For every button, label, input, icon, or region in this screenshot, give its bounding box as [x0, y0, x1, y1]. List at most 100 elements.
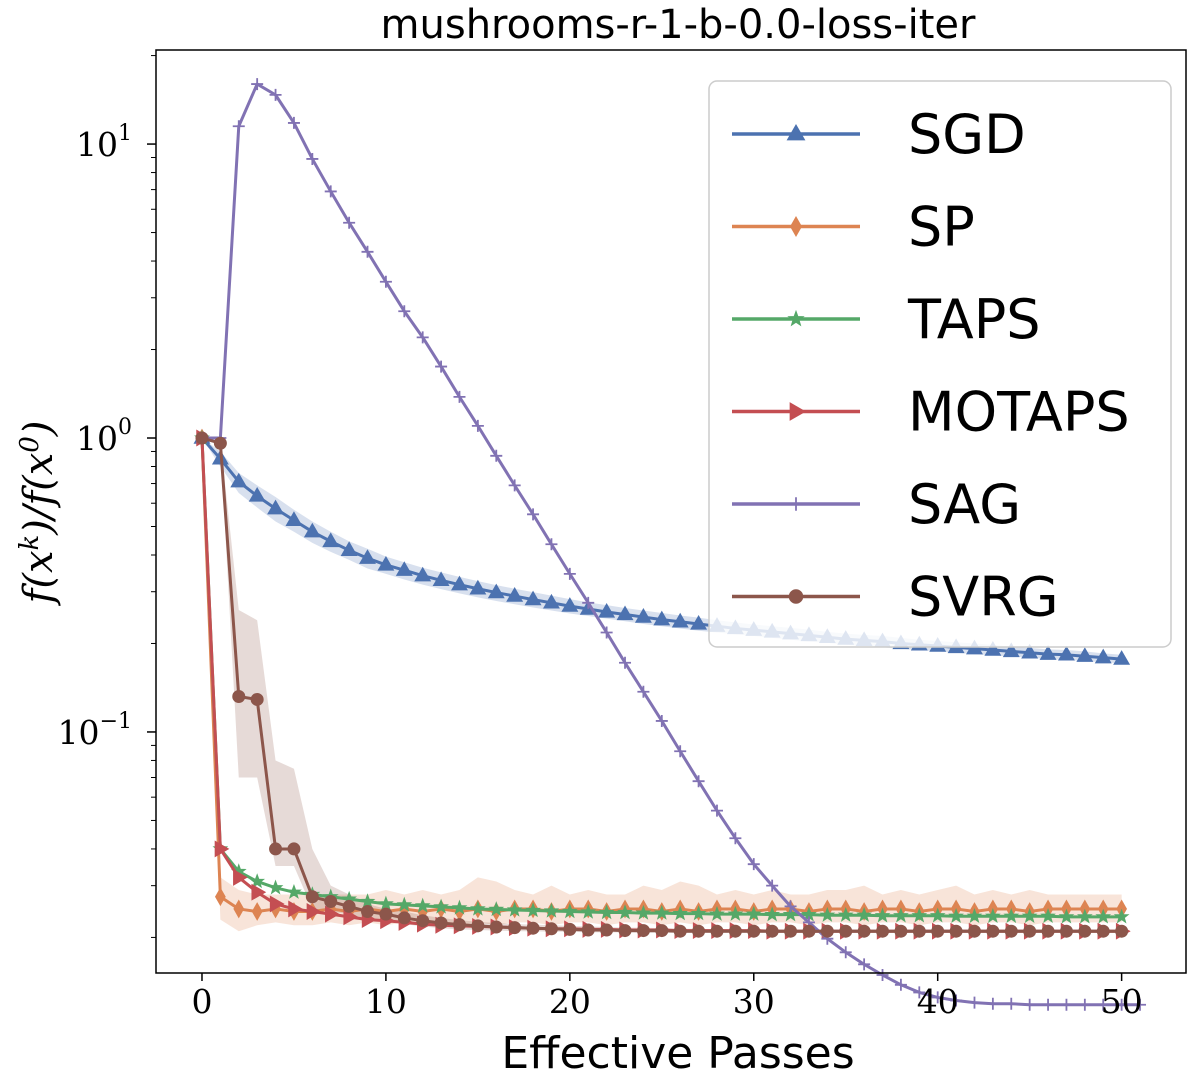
data-point	[789, 402, 807, 421]
data-point	[489, 920, 503, 934]
data-point	[343, 216, 356, 229]
data-point	[839, 946, 852, 959]
data-point	[434, 916, 448, 930]
data-point	[636, 924, 650, 938]
legend: SGD SP TAPS MOTAPS SAG SVRG	[708, 80, 1172, 648]
data-point	[195, 431, 209, 445]
data-point	[690, 614, 708, 630]
data-point	[1078, 924, 1092, 938]
data-point	[470, 900, 486, 916]
data-point	[598, 602, 616, 618]
data-point	[286, 883, 302, 899]
data-point	[1113, 908, 1130, 924]
data-point	[435, 360, 448, 373]
data-point	[233, 868, 248, 886]
data-point	[727, 905, 744, 921]
data-point	[414, 566, 432, 582]
data-point	[747, 858, 760, 871]
legend-label: MOTAPS	[908, 381, 1130, 444]
data-point	[710, 924, 724, 938]
data-point	[1023, 998, 1036, 1011]
data-point	[874, 907, 891, 923]
data-point	[1021, 643, 1039, 659]
data-point	[876, 924, 890, 938]
data-point	[269, 895, 285, 913]
data-point	[986, 997, 999, 1010]
data-point	[1003, 908, 1020, 923]
data-point	[1115, 924, 1129, 938]
data-point	[766, 879, 779, 892]
data-point	[1058, 908, 1075, 924]
y-tick-label: 101	[76, 121, 132, 164]
data-point	[396, 896, 413, 912]
data-point	[616, 605, 634, 621]
legend-label: SGD	[908, 103, 1026, 166]
y-tick-label: 100	[76, 415, 132, 458]
data-point	[488, 901, 505, 917]
data-point	[379, 275, 392, 288]
data-point	[433, 898, 449, 914]
data-point	[506, 901, 523, 917]
y-tick-base: 10	[58, 713, 100, 752]
data-point	[1076, 647, 1094, 662]
data-point	[561, 903, 578, 919]
legend-item-taps: TAPS	[732, 288, 1041, 351]
data-point	[306, 152, 319, 165]
y-axis-label-end: )	[16, 421, 62, 438]
data-point	[1094, 648, 1112, 664]
data-point	[361, 245, 374, 258]
data-point	[287, 842, 301, 856]
data-point	[471, 419, 484, 432]
data-point	[1134, 998, 1147, 1011]
data-point	[249, 873, 266, 889]
legend-items: SGD SP TAPS MOTAPS SAG SVRG	[732, 103, 1130, 629]
data-point	[948, 908, 964, 923]
data-point	[508, 479, 521, 492]
data-point	[543, 902, 560, 918]
data-point	[787, 309, 805, 327]
data-point	[453, 390, 466, 403]
data-point	[710, 804, 723, 817]
data-point	[1002, 642, 1020, 658]
data-point	[839, 924, 853, 938]
x-tick-label: 10	[365, 982, 407, 1021]
data-point	[820, 924, 834, 938]
data-point	[250, 692, 264, 706]
data-point	[856, 906, 872, 922]
data-point	[911, 907, 928, 923]
data-point	[213, 436, 227, 450]
data-point	[377, 555, 395, 571]
legend-label: TAPS	[907, 288, 1041, 351]
data-point	[1057, 645, 1075, 661]
data-point	[545, 538, 558, 551]
data-point	[913, 986, 926, 999]
data-point	[967, 924, 981, 938]
data-point	[949, 924, 963, 938]
data-point	[1078, 998, 1091, 1011]
data-point	[359, 549, 376, 564]
data-point	[637, 685, 650, 698]
legend-item-sp: SP	[732, 196, 975, 259]
data-point	[1060, 998, 1073, 1011]
data-point	[747, 924, 761, 938]
data-point	[398, 305, 411, 318]
data-point	[985, 908, 1001, 923]
data-point	[1059, 924, 1073, 938]
data-point	[1039, 645, 1057, 660]
y-tick-label: 10−1	[58, 709, 132, 752]
legend-item-svrg: SVRG	[732, 566, 1059, 629]
data-point	[469, 579, 487, 595]
data-point	[267, 879, 284, 895]
data-point	[671, 612, 689, 628]
chart-title: mushrooms-r-1-b-0.0-loss-iter	[381, 2, 976, 48]
data-point	[598, 904, 615, 920]
data-point	[581, 923, 595, 937]
data-point	[340, 541, 358, 556]
data-point	[563, 567, 576, 580]
data-point	[379, 907, 393, 921]
data-point	[617, 904, 633, 920]
data-point	[673, 924, 687, 938]
data-point	[653, 904, 670, 920]
data-point	[894, 978, 907, 991]
legend-item-sag: SAG	[732, 473, 1021, 536]
